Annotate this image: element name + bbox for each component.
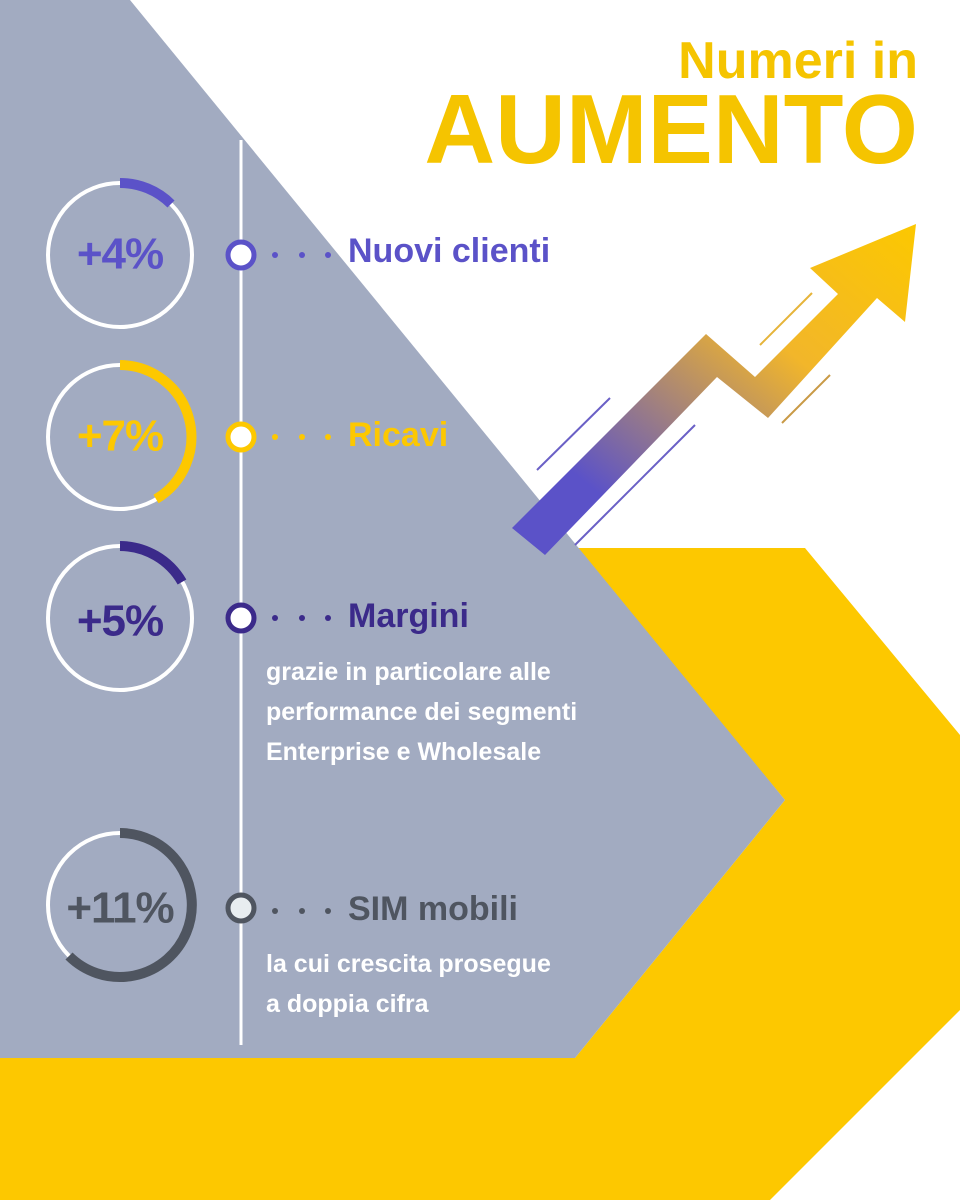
item-value: +11%: [66, 884, 173, 933]
item-description: grazie in particolare alle: [266, 658, 551, 686]
item-value: +5%: [77, 597, 163, 646]
node: [225, 892, 257, 924]
ring-arc: [119, 541, 187, 585]
dots: [272, 615, 331, 621]
ring-arc: [119, 360, 197, 504]
node: [225, 602, 257, 634]
dots: [272, 434, 331, 440]
item-label: Ricavi: [348, 416, 448, 454]
gray-panel: [0, 0, 785, 1058]
growth-arrow: [512, 224, 916, 555]
dots: [272, 908, 331, 914]
item-description: la cui crescita prosegue: [266, 950, 551, 978]
arrow-decor: [536, 292, 831, 546]
ring-arc: [119, 177, 175, 208]
item: +4% Nuovi clienti: [46, 177, 550, 329]
ring-arc: [65, 828, 197, 982]
title-line1: Numeri in: [678, 32, 918, 90]
dots: [272, 252, 331, 258]
item-label: Margini: [348, 597, 469, 635]
item-description: a doppia cifra: [266, 990, 430, 1018]
item: +11% SIM mobili la cui crescita prosegue…: [46, 828, 551, 1018]
item-label: SIM mobili: [348, 890, 518, 928]
item-description: Enterprise e Wholesale: [266, 738, 541, 766]
item-description: performance dei segmenti: [266, 698, 577, 726]
item-value: +4%: [77, 230, 163, 279]
title-line2: AUMENTO: [424, 74, 918, 184]
node: [225, 239, 257, 271]
item: +5% Margini grazie in particolare alle p…: [46, 541, 577, 766]
node: [225, 421, 257, 453]
item-value: +7%: [77, 412, 163, 461]
item: +7% Ricavi: [46, 360, 448, 511]
yellow-shape: [0, 548, 960, 1200]
item-label: Nuovi clienti: [348, 232, 550, 270]
